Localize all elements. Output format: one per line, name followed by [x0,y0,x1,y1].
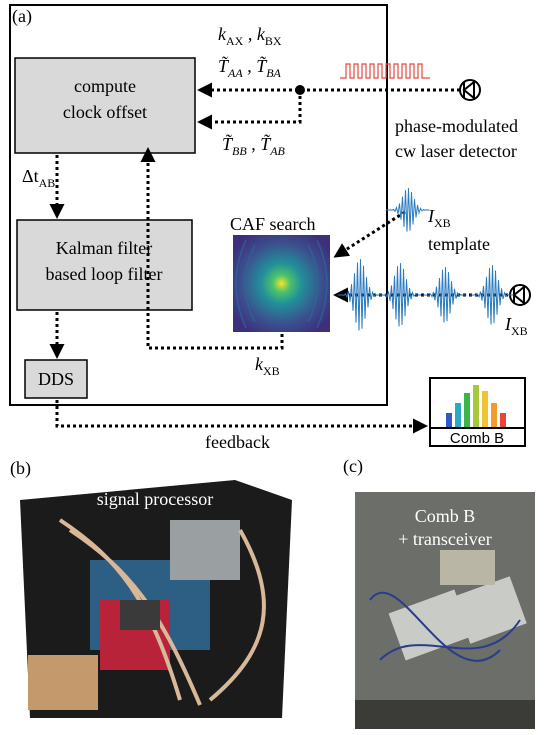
template-label: IXB [427,206,451,230]
burst [386,188,430,232]
delta-t-label: ΔtAB [22,166,55,190]
panel-label: (b) [10,458,31,479]
pulse-train [340,64,430,78]
text: Δt [22,166,39,186]
comb-bar [464,393,470,427]
text: , [243,56,257,76]
text: AB [39,176,56,190]
comb-bar [500,413,506,427]
panel-label: (a) [12,6,32,27]
comb-bar [482,391,488,427]
dds-label: DDS [38,369,74,389]
comb-bar [455,403,461,427]
burst [338,259,382,330]
photo-caption: Comb B [415,506,476,526]
kalman-label: based loop filter [46,264,163,284]
k-label: kAX , kBX [218,24,282,48]
panel-label: (c) [343,456,363,477]
photo-b [20,480,292,718]
text: XB [434,216,451,230]
comb-label: Comb B [450,430,504,447]
photo-caption: signal processor [97,489,213,509]
text: AA [227,66,243,80]
text: BX [265,34,282,48]
comb-bar [491,403,497,427]
t-label: T̃BB , T̃AB [222,134,286,158]
comb-bar [446,413,452,427]
k-xb-label: kXB [255,354,280,378]
detector-label: phase-modulated [395,116,518,136]
burst [423,267,467,322]
template-label: template [428,234,490,254]
feedback-label: feedback [205,432,270,452]
detector2-label: IXB [504,314,528,338]
text: BB [232,144,247,158]
text: , [247,134,261,154]
text: AX [226,34,244,48]
compute-label: compute [74,76,136,96]
caf-image [233,235,330,332]
burst [378,263,422,326]
text: XB [511,324,528,338]
figure: (a) compute clock offset Kalman filter b… [0,0,547,735]
text: , [243,24,257,44]
text: XB [263,364,280,378]
caf-label: CAF search [230,214,315,234]
compute-label: clock offset [63,102,147,122]
detector-label: cw laser detector [395,141,517,161]
photo-c [355,492,535,729]
interferogram [338,188,514,330]
text: BA [266,66,281,80]
comb-bar [473,385,479,427]
text: AB [269,144,285,158]
photo-caption: + transceiver [398,529,492,549]
kalman-label: Kalman filter [56,238,152,258]
t-label: T̃AA , T̃BA [218,56,282,80]
